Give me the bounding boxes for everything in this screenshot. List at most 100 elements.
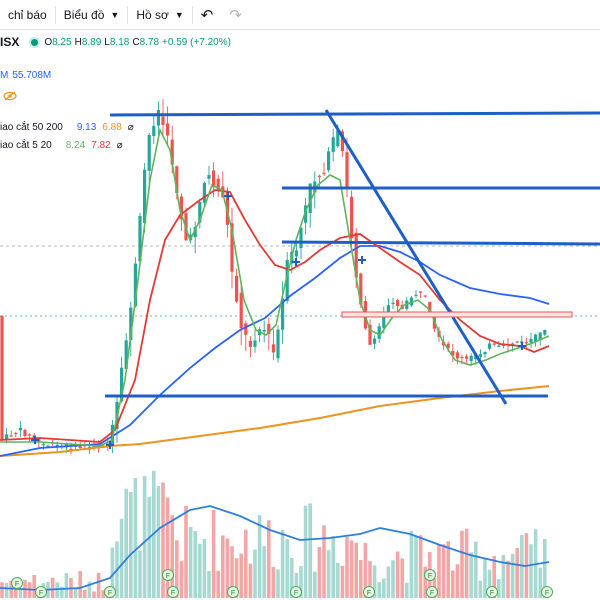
ma-cross-5-20-label: iao cắt 5 20 <box>0 140 52 151</box>
volume-bar <box>92 591 96 598</box>
market-status-dot <box>31 38 39 46</box>
event-marker-label: F <box>231 590 235 597</box>
candle-body <box>317 175 321 177</box>
cross-marker <box>292 258 300 266</box>
candle-body <box>92 444 96 449</box>
candle <box>308 183 312 228</box>
candle-body <box>336 130 340 147</box>
volume-bar <box>368 561 372 598</box>
volume-bar <box>377 582 381 598</box>
candle <box>156 101 160 138</box>
volume-bar <box>73 587 78 598</box>
volume-bar <box>50 577 55 598</box>
volume-bar <box>391 560 395 598</box>
candle-body <box>28 434 32 436</box>
candle-body <box>147 134 151 171</box>
top-toolbar: chỉ báo Biểu đồ ▼ Hồ sơ ▼ ↶ ↷ <box>0 0 600 30</box>
candle-body <box>322 172 326 174</box>
volume-bar <box>326 550 331 598</box>
event-marker-circle <box>104 586 116 598</box>
candle <box>147 132 151 187</box>
candle-body <box>511 343 515 346</box>
candle <box>193 221 197 254</box>
volume-bar <box>221 535 225 598</box>
candle-body <box>244 323 248 335</box>
candle <box>488 340 492 351</box>
candle-body <box>235 275 239 302</box>
cross-marker <box>518 342 526 350</box>
volume-legend: M 55.708M <box>0 70 51 81</box>
indicators-button[interactable]: chỉ báo <box>0 0 55 30</box>
candle-body <box>497 345 501 347</box>
open-value: 8.25 <box>52 36 72 48</box>
candle-body <box>299 227 303 249</box>
candle-body <box>18 427 22 431</box>
candle <box>5 428 9 444</box>
ma50-value: 9.13 <box>76 122 97 133</box>
volume-bar <box>423 566 427 598</box>
volume-bar <box>248 563 253 598</box>
layout-menu-button[interactable]: Biểu đồ ▼ <box>56 0 128 30</box>
volume-bar <box>460 530 464 598</box>
candle-body <box>202 182 206 203</box>
volume-bar <box>124 488 128 598</box>
candle-body <box>152 125 156 136</box>
candle <box>391 297 395 310</box>
candle <box>543 329 547 337</box>
candle-body <box>225 191 229 225</box>
candle-body <box>373 338 377 344</box>
event-marker: F <box>363 586 375 598</box>
volume-bar <box>179 561 184 598</box>
ma-cross-5-20-legend[interactable]: iao cắt 5 20 8.24 7.82 ⌀ <box>0 140 123 151</box>
volume-bar <box>175 540 179 598</box>
volume-bar <box>193 531 197 598</box>
volume-bar <box>147 496 151 598</box>
candle-body <box>419 291 423 293</box>
candle-body <box>193 227 197 238</box>
event-marker-label: F <box>490 590 494 597</box>
candle <box>198 198 202 229</box>
candle-body <box>469 355 473 362</box>
event-marker: F <box>104 586 116 598</box>
candle-body <box>409 297 413 306</box>
volume-bar <box>253 549 257 598</box>
high-value: 8.89 <box>81 36 102 48</box>
price-chart[interactable]: F F F F F F F F F F F F <box>0 30 600 600</box>
candle-body <box>143 169 147 223</box>
hide-eye-icon[interactable] <box>3 88 17 106</box>
candle <box>9 430 13 437</box>
event-marker-circle <box>363 586 375 598</box>
candle-body <box>529 338 533 343</box>
candle <box>419 291 423 298</box>
candle-body <box>327 151 331 171</box>
candle-body <box>124 340 128 370</box>
candle-body <box>492 343 496 345</box>
event-marker: F <box>486 586 498 598</box>
candle-body <box>359 273 363 305</box>
resistance-line-3 <box>281 240 600 246</box>
settings-icon[interactable]: ⌀ <box>127 122 134 133</box>
profile-menu-button[interactable]: Hồ sơ ▼ <box>128 0 191 30</box>
candle <box>235 268 239 304</box>
candle-body <box>451 350 455 356</box>
ma-cross-50-200-legend[interactable]: iao cắt 50 200 9.13 6.88 ⌀ <box>0 122 134 133</box>
candle <box>14 431 18 438</box>
undo-button[interactable]: ↶ <box>193 0 222 30</box>
event-marker: F <box>426 586 438 598</box>
redo-button[interactable]: ↷ <box>221 0 250 30</box>
candle-body <box>396 299 400 307</box>
symbol-name[interactable]: ISX <box>0 35 20 49</box>
candle-body <box>14 432 18 435</box>
moving-averages <box>0 127 550 457</box>
candle-body <box>515 341 519 343</box>
candle-body <box>156 110 160 126</box>
candle-body <box>538 332 542 340</box>
candle-body <box>175 166 179 193</box>
volume-bar <box>294 572 299 598</box>
volume-bar <box>165 497 170 598</box>
candle-body <box>161 116 165 125</box>
candle-body <box>198 201 202 223</box>
settings-icon[interactable]: ⌀ <box>116 140 123 151</box>
candle-body <box>253 340 257 347</box>
candle-body <box>0 315 4 440</box>
